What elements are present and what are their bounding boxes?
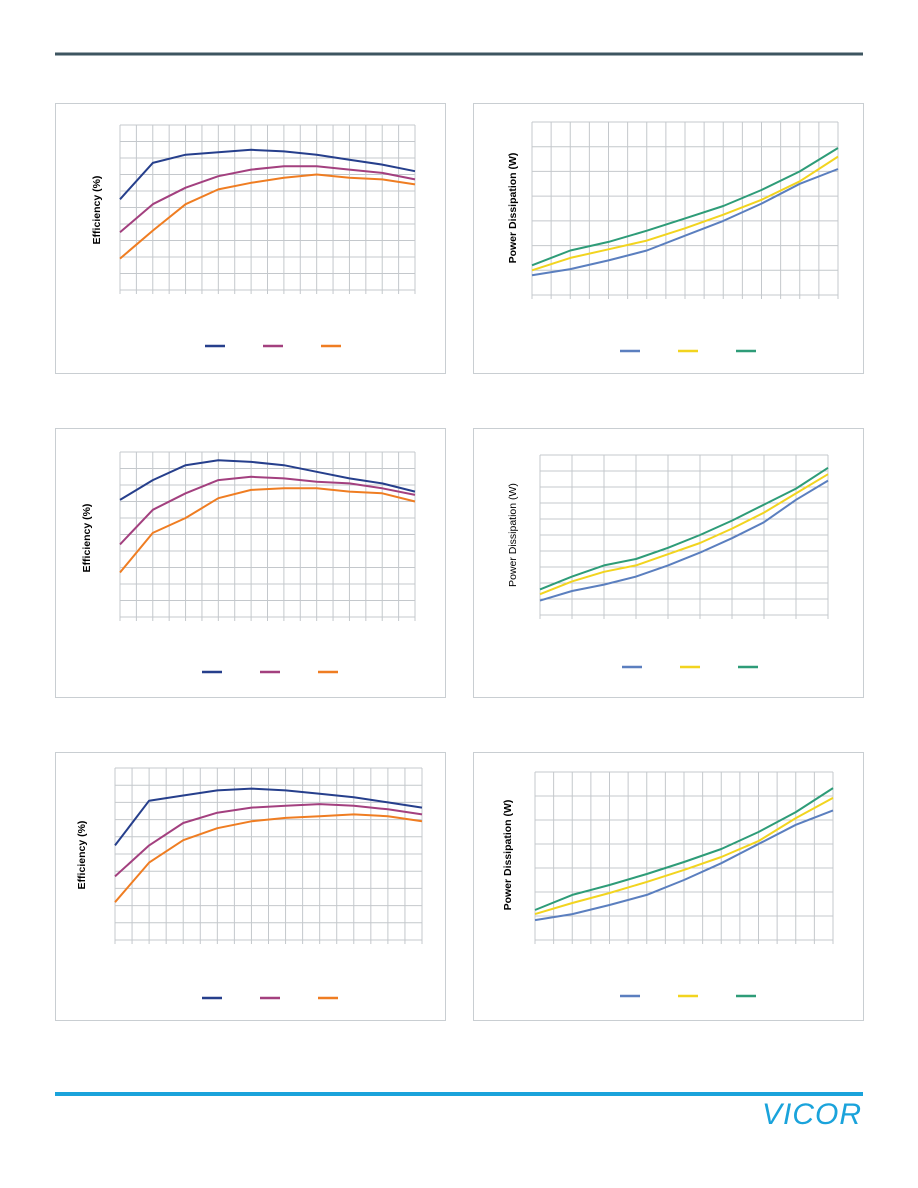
series-line [114,787,423,847]
series-line [119,148,416,200]
series-line [531,168,839,277]
series-line [119,459,416,501]
series-line [534,809,834,922]
series-line [531,155,839,272]
y-axis-label: Efficiency (%) [76,821,88,890]
series-line [539,479,829,602]
y-axis-label: Power Dissipation (W) [507,483,519,587]
series-line [534,787,834,911]
series-line [539,473,829,596]
series-line [534,797,834,916]
series-line [119,165,416,234]
series-line [119,475,416,546]
logo: VICOR [762,1098,862,1131]
y-axis-label: Efficiency (%) [81,504,93,573]
y-axis-label: Efficiency (%) [91,176,103,245]
chart-panel [55,752,446,1021]
chart-panel [473,103,864,374]
series-line [119,173,416,260]
y-axis-label: Power Dissipation (W) [507,153,519,264]
series-line [531,147,839,267]
y-axis-label: Power Dissipation (W) [502,800,514,911]
series-line [539,466,829,591]
series-line [114,813,423,903]
series-line [114,803,423,878]
chart-panel [55,103,446,374]
series-line [119,487,416,574]
